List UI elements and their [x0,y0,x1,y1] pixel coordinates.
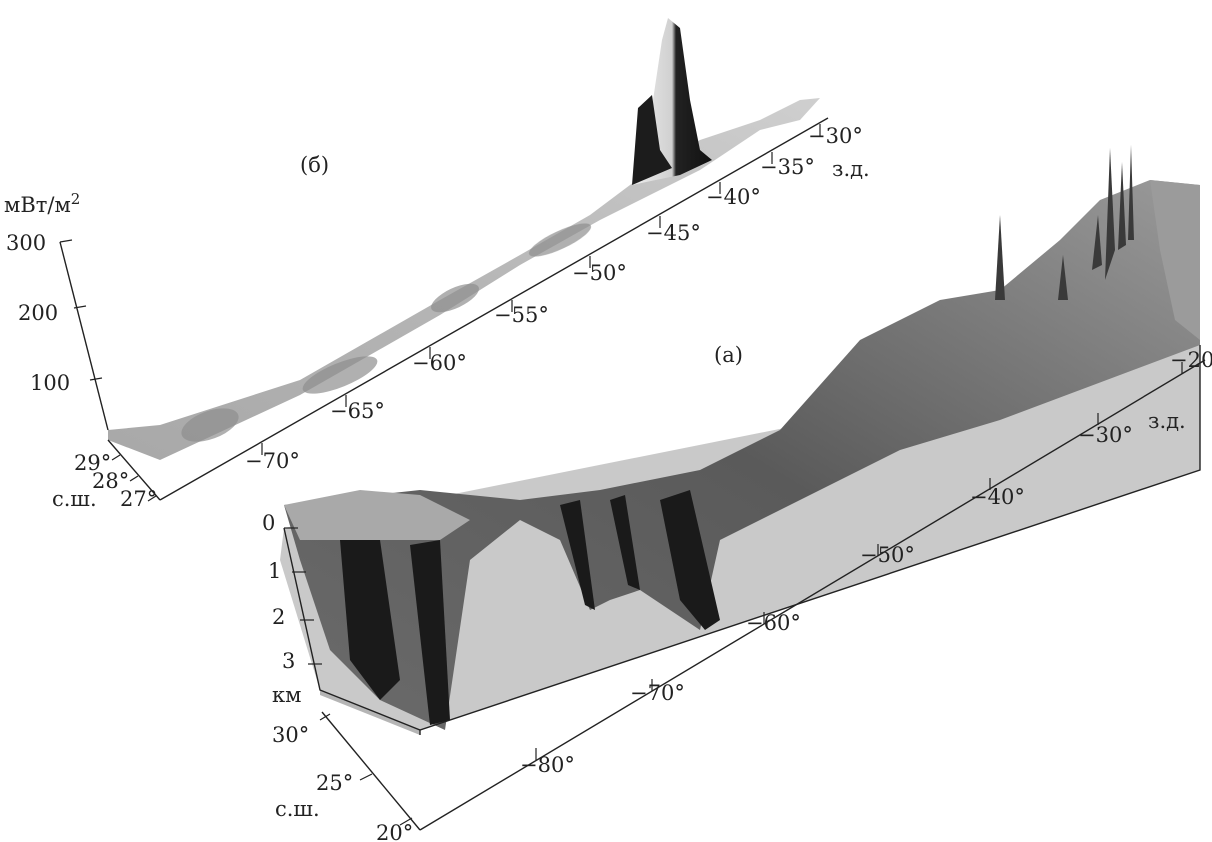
lon-axis-a: −20° −30° −40° −50° −60° −70° −80° з.д. [419,348,1212,831]
lat-axis-b: 29° 28° 27° с.ш. [52,439,161,511]
lat-tick: 27° [120,487,157,511]
heatflow-surface [108,98,820,460]
lon-tick: −40° [970,485,1025,509]
panel-b-label: (б) [300,153,329,177]
trenches [340,490,720,725]
lat-unit: с.ш. [52,487,97,511]
lon-tick: −20° [1170,348,1212,372]
lat-unit: с.ш. [275,797,320,821]
heatflow-peak-shadow [632,95,672,185]
shelf-east [1150,180,1200,340]
z-unit: мВт/м2 [4,190,80,217]
lon-tick: −80° [520,753,575,777]
seafloor-surface [284,180,1200,730]
lat-tick: 30° [272,723,309,747]
lon-unit: з.д. [1148,409,1186,433]
lon-tick: −50° [572,261,627,285]
lon-tick: −70° [630,681,685,705]
spikes [995,145,1134,300]
depth-tick: 3 [282,649,295,673]
depth-unit: км [272,683,301,707]
lon-tick: −30° [1078,423,1133,447]
lon-unit: з.д. [832,157,870,181]
lon-tick: −60° [746,611,801,635]
z-tick: 300 [6,231,46,255]
depth-tick: 2 [272,605,285,629]
lat-tick: 28° [92,469,129,493]
lat-tick: 25° [316,771,353,795]
block-side-face [280,345,1200,730]
z-tick: 200 [18,301,58,325]
panel-a: 0 1 2 3 км 30° 25° 20° с.ш. −2 [262,145,1212,842]
lon-tick: −55° [494,303,549,327]
lat-tick: 29° [74,451,111,475]
heatflow-patches [181,223,592,442]
plateau-left [284,490,470,540]
lon-tick: −35° [760,155,815,179]
z-tick: 100 [30,371,70,395]
depth-tick: 1 [268,559,281,583]
lon-tick: −30° [808,124,863,148]
lon-tick: −60° [412,351,467,375]
panel-a-label: (а) [714,343,743,367]
lon-tick: −40° [706,185,761,209]
lon-tick: −50° [860,543,915,567]
lon-tick: −45° [646,221,701,245]
depth-axis: 0 1 2 3 км [262,511,322,707]
lat-axis-a: 30° 25° 20° с.ш. [272,711,421,842]
lon-tick: −65° [330,399,385,423]
lon-axis-b: −30° −35° −40° −45° −50° −55° −60° −65° … [159,117,870,501]
lon-tick: −70° [245,449,300,473]
block-front-face [320,690,420,735]
panel-b: 300 200 100 мВт/м2 29° 28° 27° с.ш. [4,18,870,511]
z-axis: 300 200 100 мВт/м2 [4,190,109,431]
lat-tick: 20° [376,821,413,842]
depth-tick: 0 [262,511,275,535]
